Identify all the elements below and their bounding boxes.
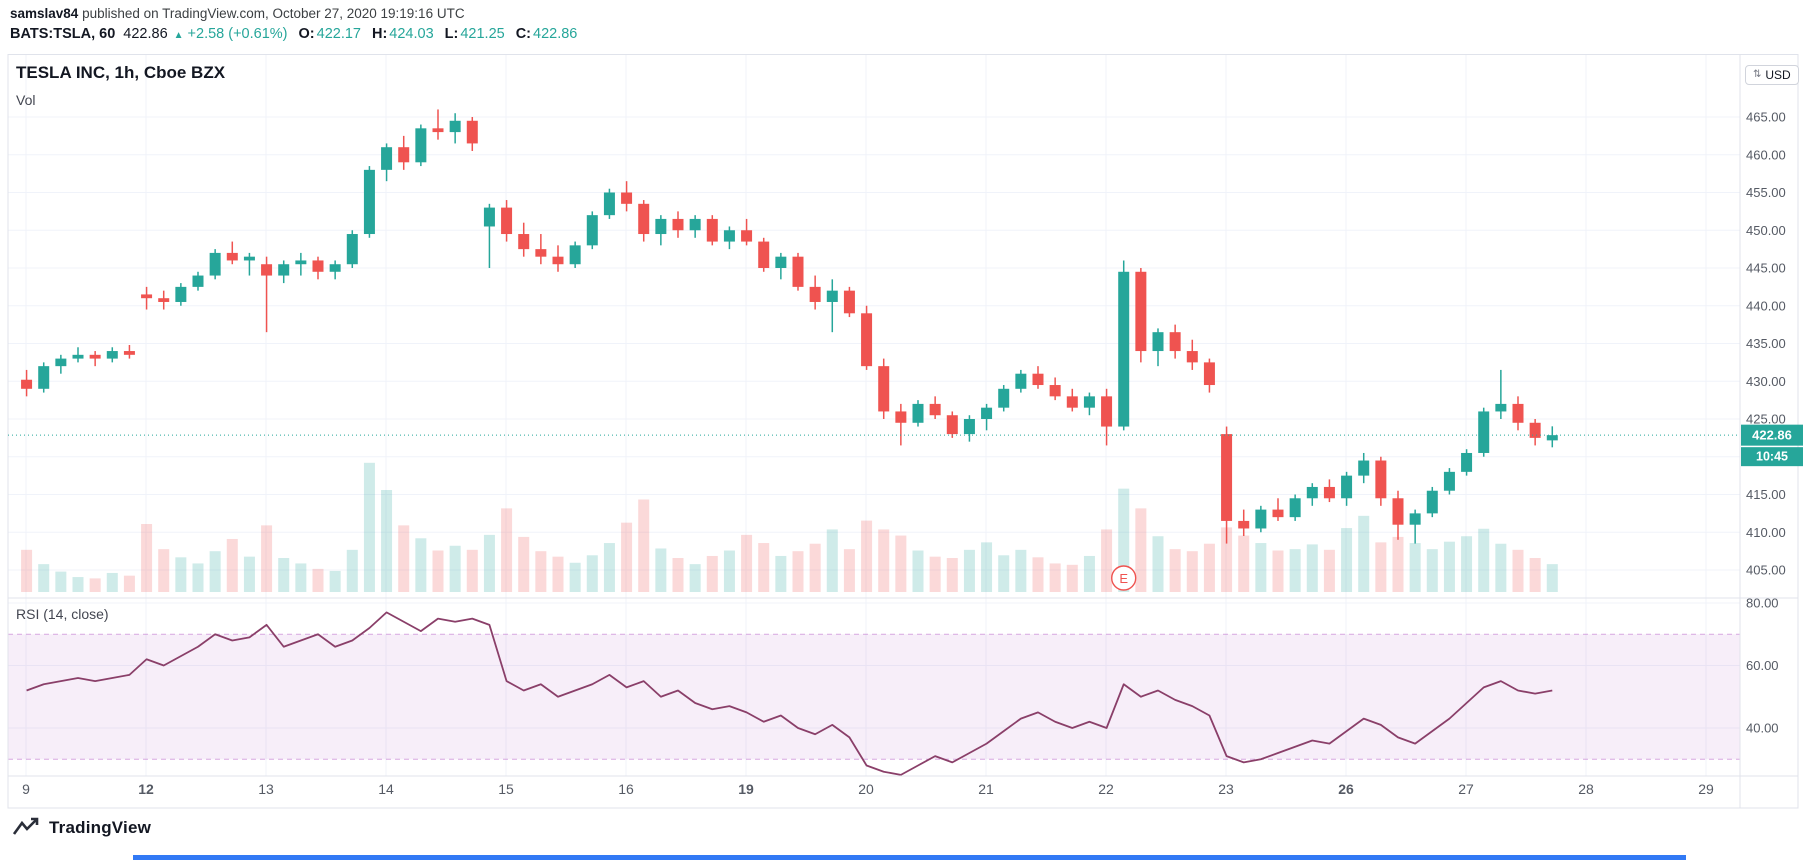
earnings-marker[interactable]: E <box>1111 565 1137 591</box>
date-label: 13 <box>258 781 274 797</box>
rsi-series <box>26 611 1553 776</box>
open-value: 422.17 <box>316 26 361 42</box>
price-chart-canvas[interactable]: 405.00410.00415.00420.00425.00430.00435.… <box>0 54 1805 812</box>
date-label: 15 <box>498 781 514 797</box>
chart-title[interactable]: TESLA INC, 1h, Cboe BZX <box>16 63 226 82</box>
svg-text:E: E <box>1119 571 1128 586</box>
rsi-tick-label: 80.00 <box>1746 596 1779 611</box>
tradingview-logo-icon[interactable] <box>12 817 42 839</box>
earnings-icon <box>1111 565 1137 591</box>
price-tick-label: 410.00 <box>1746 525 1786 540</box>
date-label: 16 <box>618 781 634 797</box>
chart-widget[interactable]: 405.00410.00415.00420.00425.00430.00435.… <box>0 54 1805 812</box>
chart-legend: TESLA INC, 1h, Cboe BZX Vol <box>16 63 225 108</box>
candlestick-series <box>21 109 1558 544</box>
date-label: 19 <box>738 781 754 797</box>
volume-indicator-label[interactable]: Vol <box>16 92 36 108</box>
date-label: 23 <box>1218 781 1234 797</box>
high-label: H: <box>371 26 388 42</box>
date-label: 12 <box>138 781 154 797</box>
currency-usd-button[interactable]: ⇅ USD <box>1745 65 1799 85</box>
symbol-summary-line: BATS:TSLA, 60 422.86 ▲ +2.58 (+0.61%) O:… <box>10 26 577 42</box>
price-tick-label: 425.00 <box>1746 412 1786 427</box>
tradingview-brand-text[interactable]: TradingView <box>49 818 152 837</box>
date-label: 20 <box>858 781 874 797</box>
date-label: 29 <box>1698 781 1714 797</box>
volume-series <box>21 462 1558 592</box>
publisher-username[interactable]: samslav84 <box>10 6 79 21</box>
price-tick-label: 440.00 <box>1746 298 1786 313</box>
date-label: 9 <box>22 781 30 797</box>
date-label: 22 <box>1098 781 1114 797</box>
high-value: 424.03 <box>389 26 434 42</box>
low-label: L: <box>444 26 459 42</box>
price-tick-label: 460.00 <box>1746 147 1786 162</box>
price-tick-label: 445.00 <box>1746 261 1786 276</box>
date-label: 26 <box>1338 781 1354 797</box>
price-tick-label: 430.00 <box>1746 374 1786 389</box>
low-value: 421.25 <box>460 26 505 42</box>
svg-text:422.86: 422.86 <box>1752 428 1792 443</box>
footer: TradingView <box>12 817 151 839</box>
bottom-blue-strip <box>133 855 1686 860</box>
currency-toggle-icon: ⇅ <box>1753 69 1762 80</box>
last-price-value: 422.86 <box>123 26 168 42</box>
publish-line: samslav84 published on TradingView.com, … <box>10 6 577 21</box>
date-label: 14 <box>378 781 394 797</box>
svg-text:10:45: 10:45 <box>1756 450 1788 464</box>
rsi-band <box>8 633 1740 760</box>
date-label: 21 <box>978 781 994 797</box>
price-tick-label: 450.00 <box>1746 223 1786 238</box>
publish-header: samslav84 published on TradingView.com, … <box>10 6 577 42</box>
rsi-tick-label: 40.00 <box>1746 721 1779 736</box>
rsi-indicator-label[interactable]: RSI (14, close) <box>16 606 109 622</box>
close-label: C: <box>515 26 532 42</box>
up-triangle-icon: ▲ <box>173 30 184 41</box>
close-value: 422.86 <box>533 26 578 42</box>
price-change: +2.58 (+0.61%) <box>187 26 288 42</box>
price-tick-label: 415.00 <box>1746 487 1786 502</box>
price-tick-label: 455.00 <box>1746 185 1786 200</box>
price-tick-label: 465.00 <box>1746 110 1786 125</box>
rsi-tick-label: 60.00 <box>1746 658 1779 673</box>
time-axis[interactable]: 9 12 13 14 15 16 19 20 21 22 23 26 27 28 29 <box>22 781 1714 797</box>
currency-label: USD <box>1765 68 1791 82</box>
publish-text: published on TradingView.com, October 27… <box>82 6 465 21</box>
countdown-badge <box>1741 447 1803 467</box>
last-price-badge <box>1741 424 1803 446</box>
axis-badges: 422.86 10:45 <box>1741 424 1803 467</box>
price-axis[interactable]: 405.00410.00415.00420.00425.00430.00435.… <box>1746 110 1786 736</box>
price-tick-label: 435.00 <box>1746 336 1786 351</box>
price-tick-label: 405.00 <box>1746 563 1786 578</box>
open-label: O: <box>298 26 315 42</box>
symbol-interval: BATS:TSLA, 60 <box>10 26 116 42</box>
date-label: 28 <box>1578 781 1594 797</box>
date-label: 27 <box>1458 781 1474 797</box>
